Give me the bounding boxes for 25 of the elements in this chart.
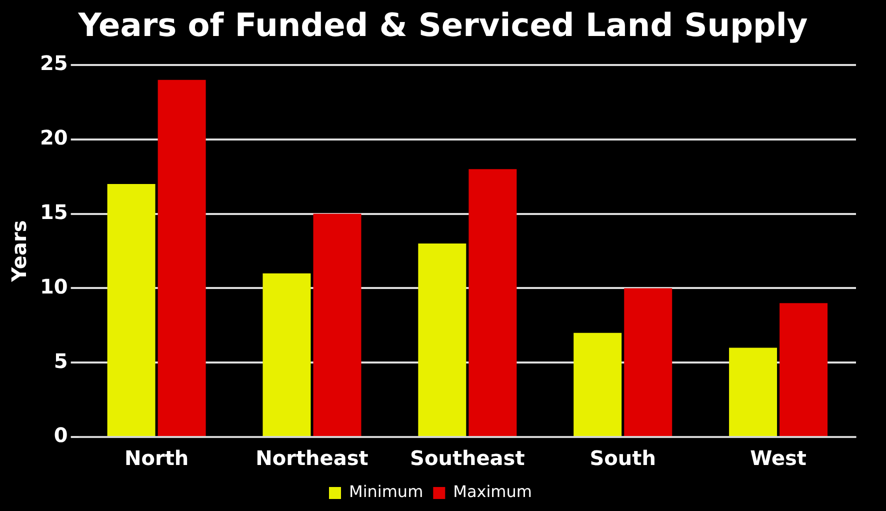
bar	[418, 244, 466, 436]
bar	[313, 214, 362, 436]
y-tick-label: 15	[40, 200, 68, 224]
bar	[107, 184, 156, 436]
legend-label: Minimum	[349, 482, 424, 502]
y-axis-title: Years	[7, 220, 32, 283]
bar	[468, 169, 517, 436]
y-tick-label: 5	[54, 348, 68, 373]
y-tick-label: 10	[40, 274, 68, 298]
x-tick-label: Southeast	[410, 446, 526, 470]
bar	[780, 303, 828, 436]
y-tick-label: 20	[40, 126, 68, 150]
bar	[624, 288, 672, 436]
x-tick-label: Northeast	[256, 446, 369, 470]
bar	[262, 273, 311, 436]
x-tick-label: South	[590, 446, 656, 470]
chart-title: Years of Funded & Serviced Land Supply	[77, 5, 809, 46]
bar	[158, 80, 206, 436]
y-tick-label: 0	[54, 423, 68, 448]
bar	[729, 348, 778, 436]
y-tick-label: 25	[40, 51, 68, 76]
legend-label: Maximum	[453, 482, 532, 502]
x-tick-label: West	[750, 446, 807, 470]
x-tick-label: North	[124, 446, 189, 470]
bar	[574, 332, 622, 436]
